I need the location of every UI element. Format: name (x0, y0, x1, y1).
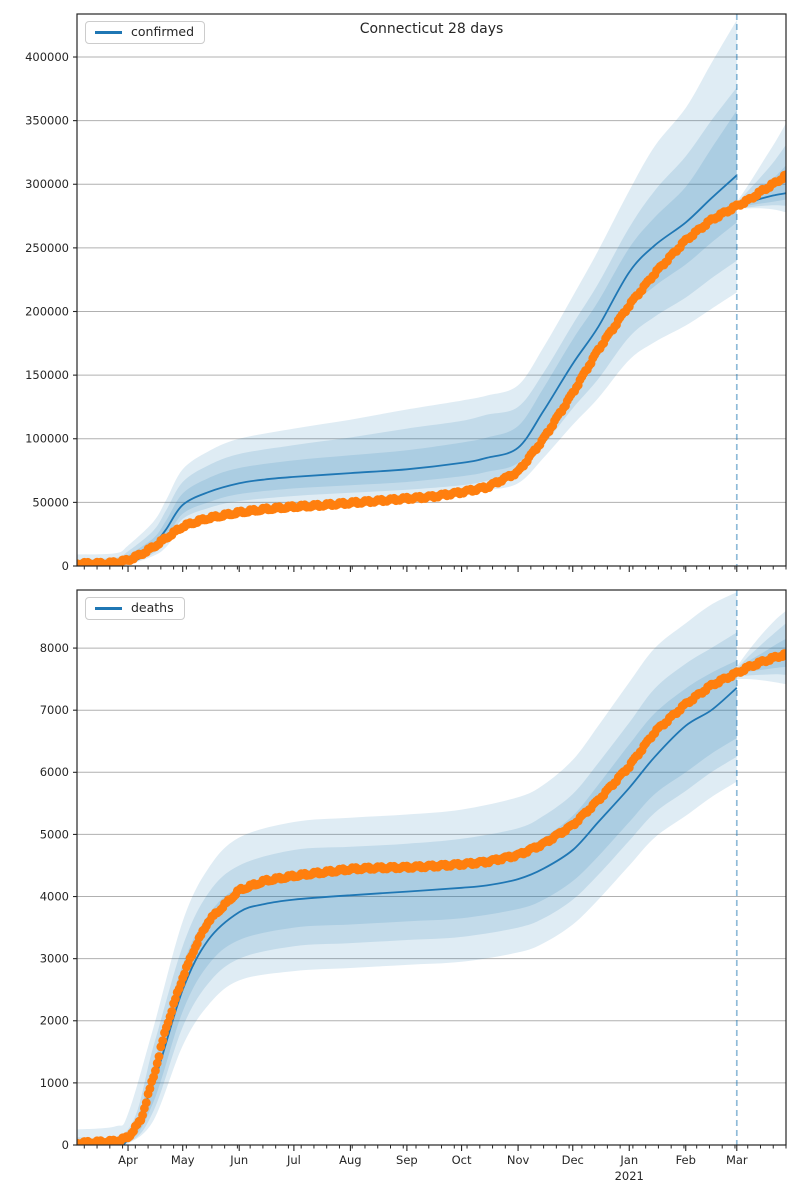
y-axis: 0 1000 2000 3000 4000 5000 6000 7000 8000 (40, 641, 77, 1152)
y-tick-label: 250000 (25, 241, 69, 255)
deaths-line-swatch (95, 606, 122, 610)
data-dot (158, 1036, 168, 1046)
outer-uncertainty-band (77, 20, 737, 566)
plot-content (77, 20, 786, 566)
y-tick-label: 350000 (25, 114, 69, 128)
y-tick-label: 300000 (25, 177, 69, 191)
x-tick-label: Nov (507, 1153, 530, 1167)
y-tick-label: 50000 (32, 495, 69, 509)
x-tick-label: Jul (286, 1153, 301, 1167)
axes-spines (76, 13, 787, 567)
chart-title: Connecticut 28 days (359, 21, 504, 37)
year-label: 2021 (615, 1169, 644, 1183)
legend-confirmed-label: confirmed (131, 24, 195, 39)
inner-uncertainty-band (77, 660, 737, 1145)
middle-uncertainty-band (77, 87, 737, 566)
confirmed-chart: 0 50000 100000 150000 200000 250000 300000 3500… (25, 13, 787, 573)
y-tick-label: 0 (62, 559, 69, 573)
gridlines (77, 647, 786, 1146)
x-tick-label: Feb (676, 1153, 696, 1167)
axes-spines (76, 589, 787, 1146)
actual-data-dots (77, 170, 786, 566)
data-dot (180, 969, 189, 979)
data-dot (141, 1098, 151, 1107)
y-tick-label: 100000 (25, 432, 69, 446)
actual-data-dots (77, 649, 786, 1145)
y-tick-label: 2000 (40, 1014, 69, 1028)
x-tick-label: May (171, 1153, 195, 1167)
x-axis (83, 566, 787, 572)
y-tick-label: 400000 (25, 50, 69, 64)
data-dot (138, 1110, 148, 1120)
data-dot (781, 649, 786, 659)
x-tick-label: Dec (562, 1153, 584, 1167)
data-dot (154, 1052, 164, 1061)
y-tick-label: 4000 (40, 889, 69, 903)
data-dot (152, 1058, 162, 1068)
forecast-outer-band (736, 123, 786, 213)
x-tick-label: Jan (619, 1153, 638, 1167)
y-tick-label: 200000 (25, 304, 69, 318)
legend-deaths-label: deaths (131, 600, 174, 615)
middle-uncertainty-band (77, 632, 737, 1145)
x-tick-label: Aug (339, 1153, 361, 1167)
x-tick-label: Apr (118, 1153, 138, 1167)
x-axis: Apr May Jun Jul Aug Sep Oct Nov Dec Jan Feb Mar 2021 (83, 1145, 787, 1183)
y-tick-label: 6000 (40, 765, 69, 779)
x-tick-label: Jun (229, 1153, 248, 1167)
y-tick-label: 1000 (40, 1076, 69, 1090)
legend-deaths: deaths (85, 597, 185, 620)
y-tick-label: 7000 (40, 703, 69, 717)
y-tick-label: 3000 (40, 952, 69, 966)
data-dot (167, 1007, 177, 1016)
data-dot (145, 1084, 155, 1093)
legend-confirmed: confirmed (85, 21, 206, 44)
deaths-chart: 0 1000 2000 3000 4000 5000 6000 7000 8000 Apr May J… (40, 589, 787, 1183)
x-tick-label: Sep (396, 1153, 418, 1167)
y-tick-label: 150000 (25, 368, 69, 382)
confirmed-line-swatch (95, 30, 122, 34)
data-dot (151, 1066, 160, 1076)
y-tick-label: 5000 (40, 827, 69, 841)
y-tick-label: 0 (62, 1138, 69, 1152)
y-axis: 0 50000 100000 150000 200000 250000 300000 3500… (25, 50, 77, 573)
gridlines (77, 56, 786, 567)
forecast-middle-band (736, 144, 786, 208)
x-tick-label: Mar (726, 1153, 748, 1167)
x-tick-label: Oct (452, 1153, 472, 1167)
y-tick-label: 8000 (40, 641, 69, 655)
data-dot (781, 170, 786, 180)
